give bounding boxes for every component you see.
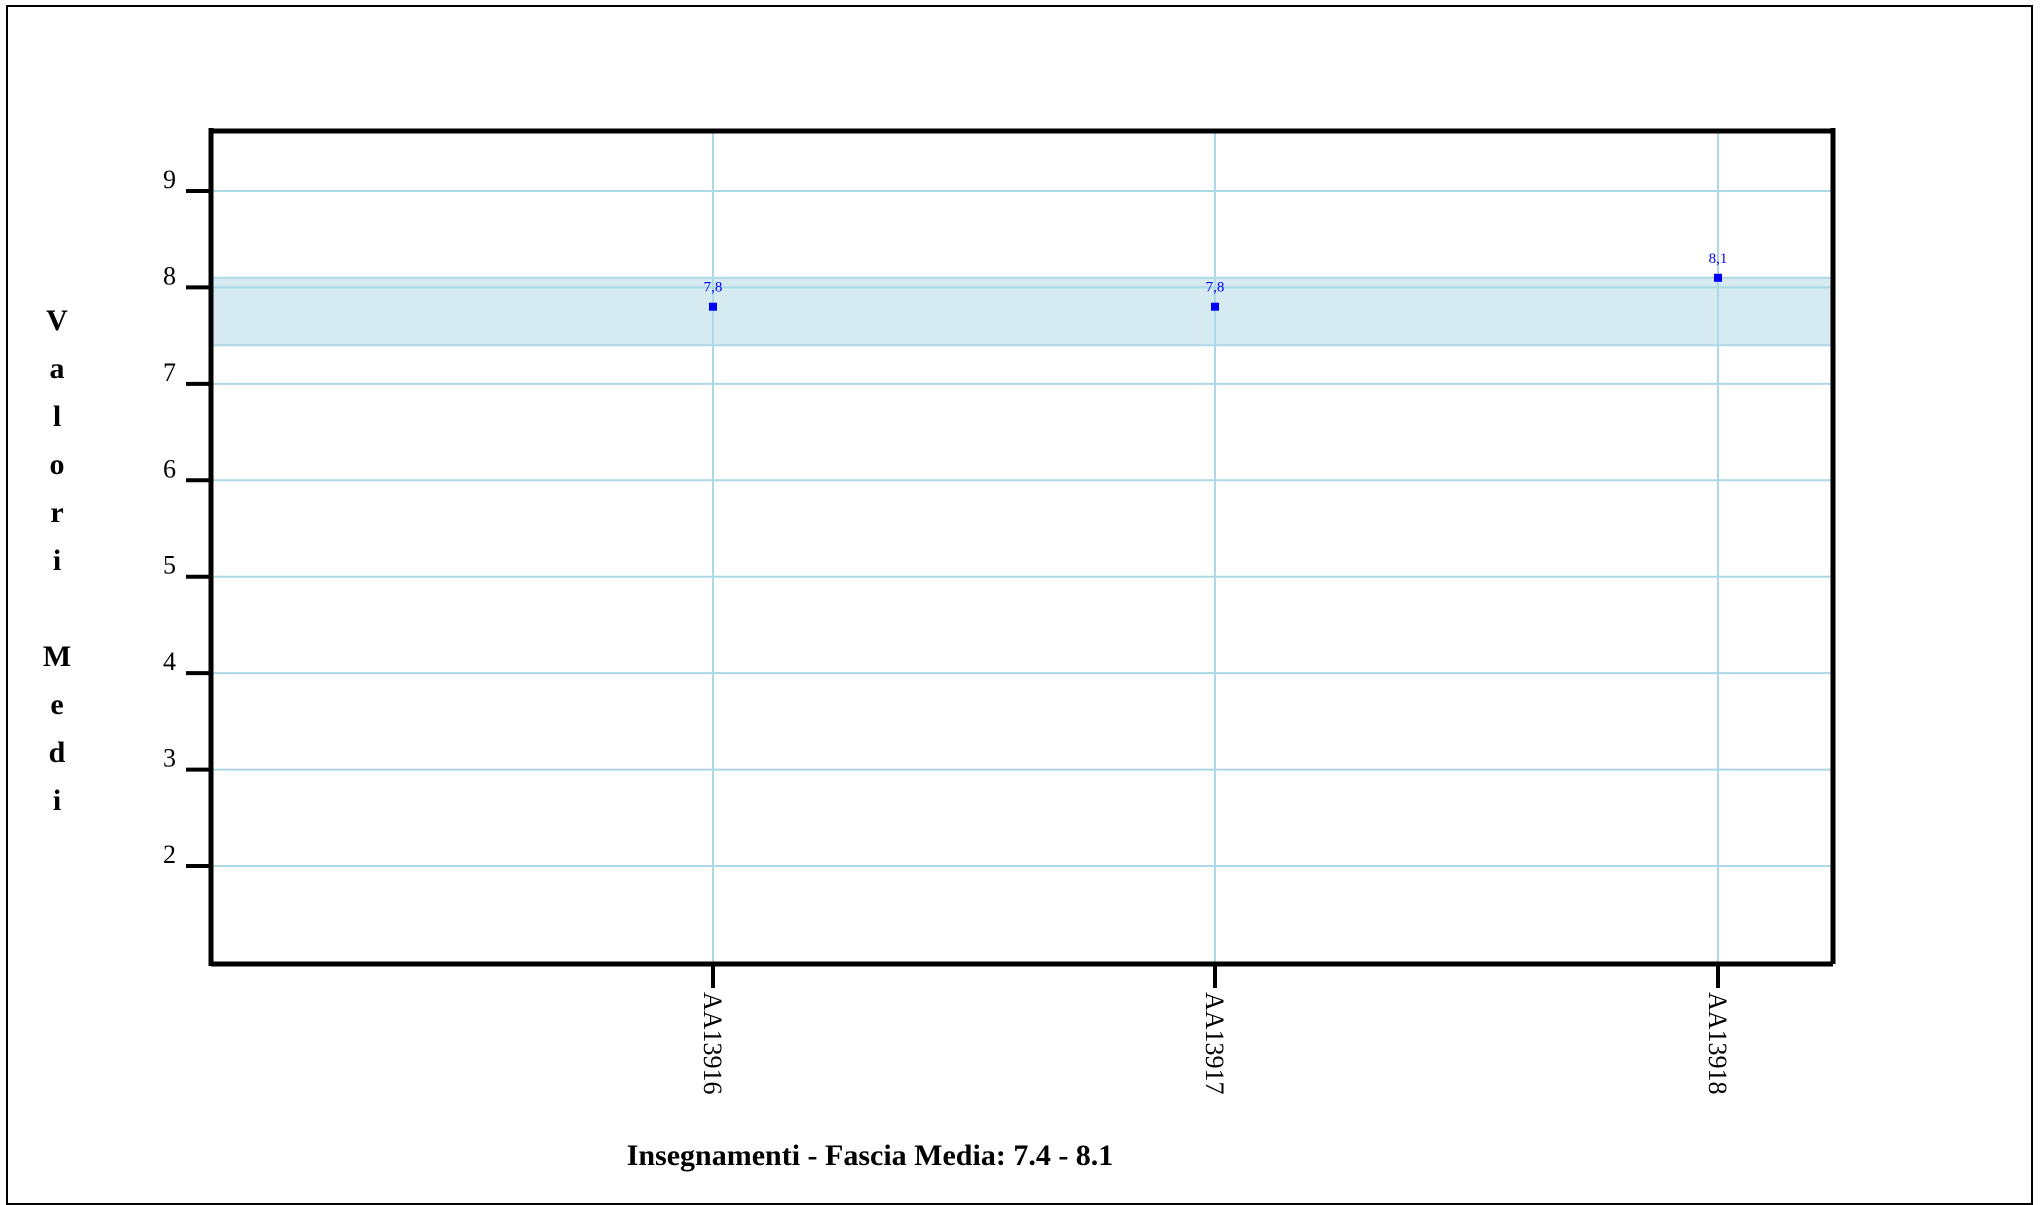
tick-label-x-AA13917: AA13917 <box>1200 992 1229 1095</box>
tick-label-y-4: 4 <box>163 647 176 676</box>
tick-label-x-AA13916: AA13916 <box>698 992 727 1095</box>
y-axis-label-char: a <box>50 352 65 385</box>
x-axis-label: Insegnamenti - Fascia Media: 7.4 - 8.1 <box>627 1139 1114 1172</box>
y-axis-label-char: V <box>46 304 68 337</box>
data-label-AA13918: 8,1 <box>1709 251 1728 267</box>
y-axis-label-char: i <box>53 784 61 817</box>
y-axis-label-char: l <box>53 400 61 433</box>
tick-label-y-9: 9 <box>163 165 176 194</box>
data-point-AA13916 <box>709 302 717 311</box>
data-label-AA13917: 7,8 <box>1206 280 1225 296</box>
y-axis-label-char: r <box>50 496 63 529</box>
grid-layer <box>211 131 1833 964</box>
tick-label-y-7: 7 <box>163 358 176 387</box>
tick-label-y-8: 8 <box>163 261 176 290</box>
tick-layer: 2 3 4 5 6 7 8 9 AA13916 AA13917 AA13918 <box>163 165 1732 1095</box>
tick-label-y-5: 5 <box>163 551 176 580</box>
y-axis-label-char: i <box>53 544 61 577</box>
data-label-AA13916: 7,8 <box>704 280 723 296</box>
y-axis-label-char: M <box>43 640 71 673</box>
point-layer: 7,8 7,8 8,1 <box>704 251 1728 311</box>
data-point-AA13918 <box>1714 273 1722 282</box>
tick-label-x-AA13918: AA13918 <box>1703 992 1732 1095</box>
y-axis-label-char: d <box>49 736 66 769</box>
y-axis-label-char: e <box>50 688 63 721</box>
data-point-AA13917 <box>1211 302 1219 311</box>
tick-label-y-6: 6 <box>163 454 176 483</box>
band-rect <box>210 276 1834 347</box>
axis-layer <box>208 128 1836 967</box>
tick-label-y-3: 3 <box>163 744 176 773</box>
tick-label-y-2: 2 <box>163 840 176 869</box>
y-axis-label-char: o <box>50 448 65 481</box>
chart-frame <box>6 5 2033 1205</box>
band-layer <box>210 276 1834 347</box>
